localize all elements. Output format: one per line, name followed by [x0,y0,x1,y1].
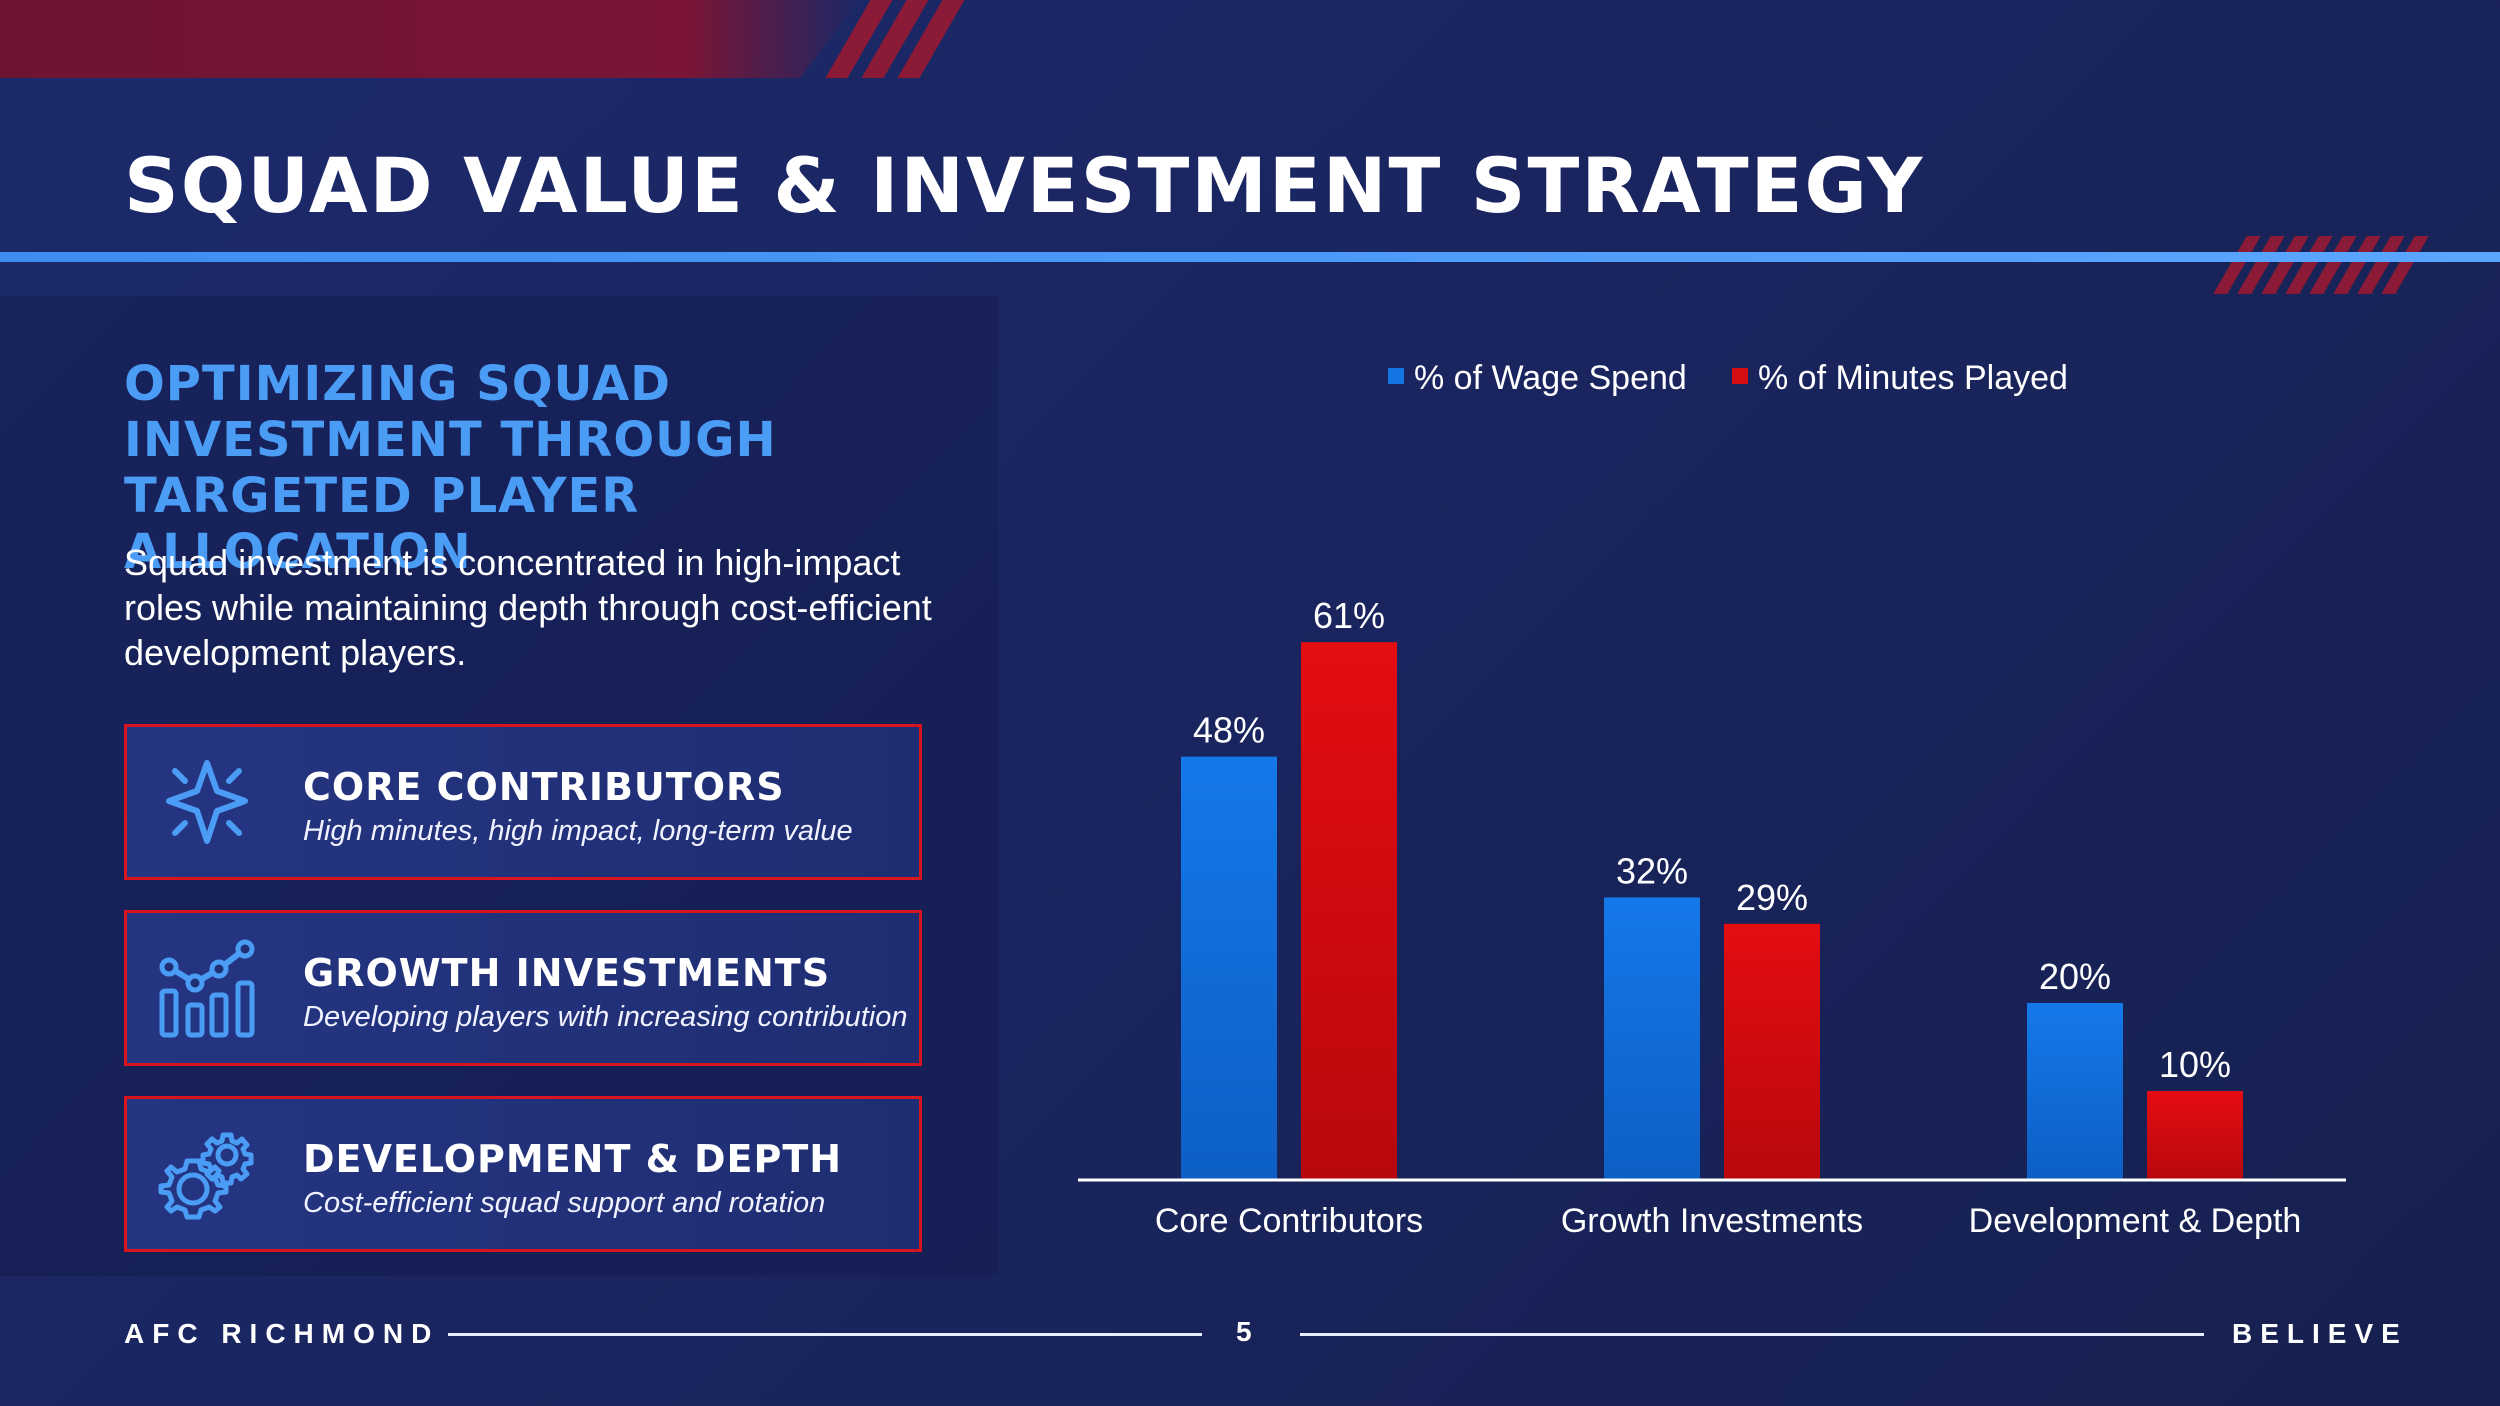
legend-swatch [1388,368,1404,384]
card-description: Cost-efficient squad support and rotatio… [303,1187,826,1219]
card-development-depth: DEVELOPMENT & DEPTH Cost-efficient squad… [124,1096,922,1252]
footer-brand: AFC RICHMOND [124,1318,440,1349]
card-description: High minutes, high impact, long-term val… [303,815,853,847]
footer-tagline: BELIEVE [2232,1318,2408,1349]
legend-label: % of Minutes Played [1758,359,2068,397]
data-label: 10% [2159,1044,2231,1085]
bar [1604,897,1700,1179]
title-divider [0,252,2500,262]
bar [1724,923,1820,1179]
section-subtitle: OPTIMIZING SQUAD INVESTMENT THROUGH TARG… [124,356,777,580]
card-growth-investments: GROWTH INVESTMENTS Developing players wi… [124,910,922,1066]
page-number: 5 [1236,1316,1252,1347]
card-title: DEVELOPMENT & DEPTH [303,1137,843,1181]
bar [1301,642,1397,1179]
growth-chart-icon [157,939,257,1039]
category-label: Development & Depth [1969,1202,2302,1240]
card-core-contributors: CORE CONTRIBUTORS High minutes, high imp… [124,724,922,880]
category-label: Growth Investments [1561,1202,1863,1240]
slide-title: SQUAD VALUE & INVESTMENT STRATEGY [124,141,1925,230]
header-accent-band [0,0,860,78]
bar [2027,1003,2123,1179]
legend-label: % of Wage Spend [1414,359,1687,397]
data-label: 48% [1193,710,1265,751]
footer-divider-left [448,1333,1202,1336]
bar-chart: % of Wage Spend % of Minutes Played 48% 61%… [1078,359,2346,1240]
footer-divider-right [1300,1333,2204,1336]
bar [2147,1091,2243,1179]
data-label: 20% [2039,956,2111,997]
gears-icon [157,1125,257,1225]
data-label: 32% [1616,850,1688,891]
section-description: Squad investment is concentrated in high… [124,542,932,673]
sparkle-icon [157,753,257,853]
bar [1181,756,1277,1179]
header-stripes [825,0,965,78]
category-label: Core Contributors [1155,1202,1423,1240]
card-title: GROWTH INVESTMENTS [303,951,831,995]
legend-swatch [1732,368,1748,384]
card-description: Developing players with increasing contr… [303,1001,908,1033]
data-label: 29% [1736,877,1808,918]
title-line-stripes [2213,236,2429,294]
card-title: CORE CONTRIBUTORS [303,765,785,809]
data-label: 61% [1313,595,1385,636]
